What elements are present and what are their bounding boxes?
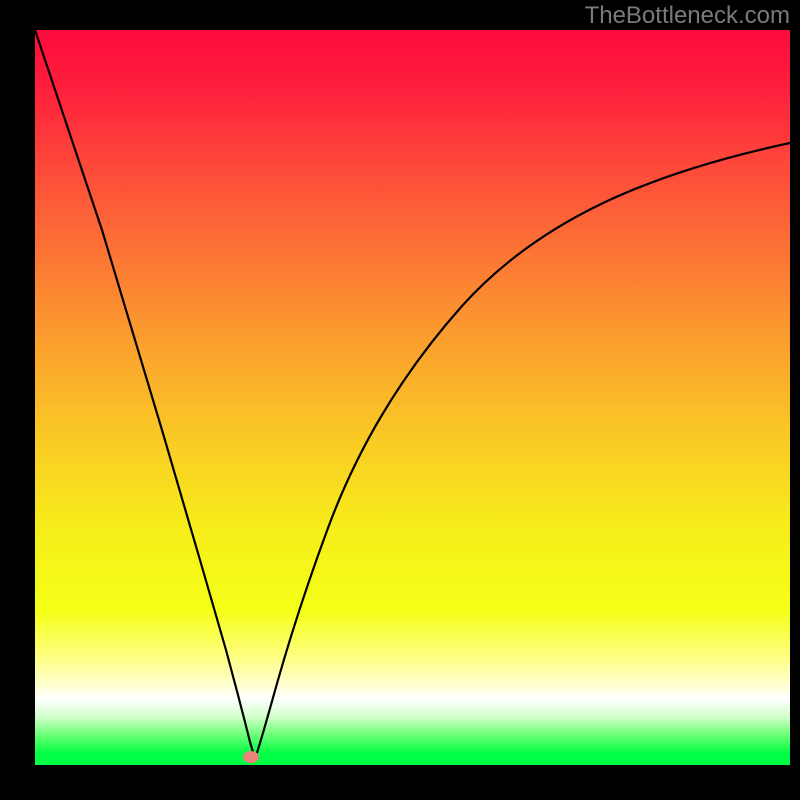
chart-gradient-background (35, 30, 790, 765)
minimum-marker (243, 751, 259, 763)
attribution-label: TheBottleneck.com (585, 2, 790, 30)
chart-svg (0, 0, 800, 800)
